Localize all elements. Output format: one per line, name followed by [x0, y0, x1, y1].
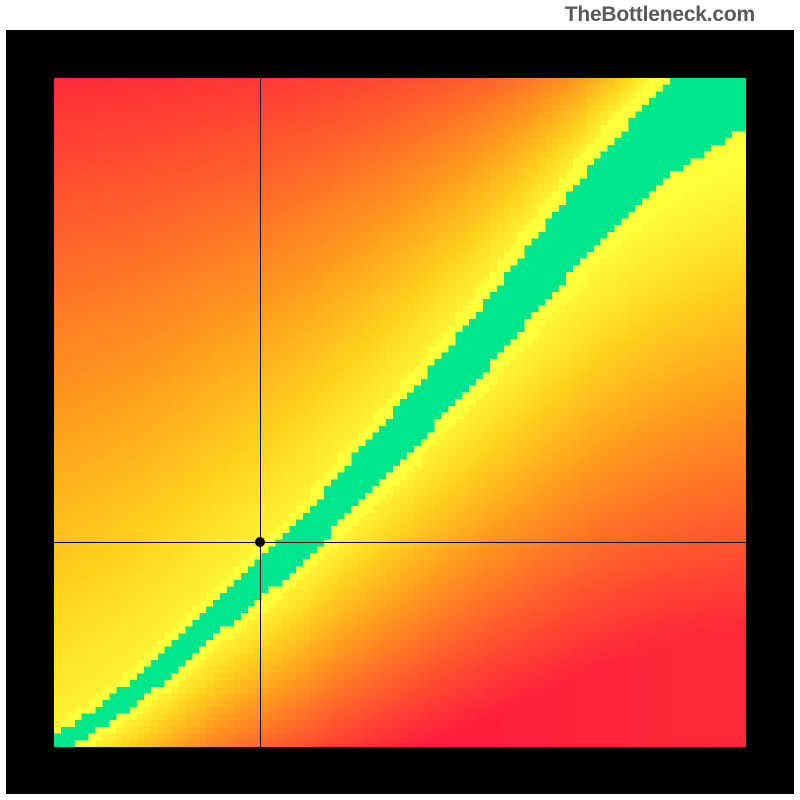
watermark-text: TheBottleneck.com — [565, 3, 755, 27]
crosshair-point — [255, 537, 265, 547]
heatmap-plot — [54, 78, 746, 747]
crosshair-vertical — [260, 78, 261, 747]
heatmap-canvas — [54, 78, 746, 747]
crosshair-horizontal — [54, 542, 746, 543]
chart-container: { "watermark": { "text": "TheBottleneck.… — [0, 0, 800, 800]
